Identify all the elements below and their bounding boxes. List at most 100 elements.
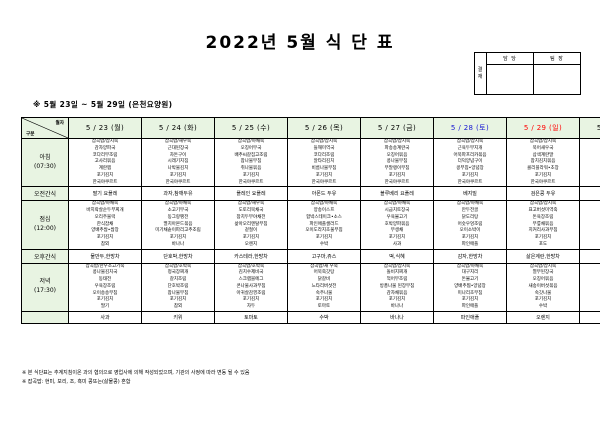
dinner-item: 참외: [173, 304, 183, 309]
footnotes: ※ 본 식단표는 추계지침이온 과의 협의으로 영업사에 의해 작성되었으며, …: [22, 369, 249, 387]
breakfast-cell: 잡곡밥/잡지죽 근육두부지개 어묵파프리카볶음 더덕양념구이 콩부침•양념장 포기김치 한국…: [433, 137, 507, 188]
lunch-item: 잡곡밥/야채죽: [91, 201, 119, 207]
lunch-cell: 잡곡밥/야채죽 시금치토장국 우육불고기 호박양파볶음 무생채 포기김치 사과: [360, 200, 434, 250]
dinner-label-time: (17:30): [34, 287, 56, 295]
dinner-item: 포기김치: [169, 297, 187, 303]
approval-signature-manager[interactable]: [486, 64, 534, 95]
lunch-item: 양배추쌈•쌈장: [91, 228, 119, 234]
diagonal-divider-icon: [22, 118, 68, 138]
lunch-item: 양송이스프: [313, 208, 335, 213]
dinner-label: 저녁 (17:30): [21, 262, 69, 312]
lunch-item: 잡곡밥/야채죽: [383, 201, 411, 207]
lunch-item: 포기김치: [315, 235, 333, 240]
breakfast-item: 포기김치: [388, 172, 406, 178]
lunch-item: 잡곡밥/새우죽: [237, 201, 265, 207]
dinner-item: 닭갈비: [317, 277, 331, 282]
breakfast-item: 잡곡밥/새우죽: [164, 139, 192, 144]
afternoon-snack-cell: [579, 248, 600, 264]
dinner-item: 스크램블에그: [238, 277, 264, 282]
breakfast-item: 배추씨갈집고조림: [234, 152, 268, 158]
page-title: 2022년 5월 식 단 표: [205, 33, 395, 53]
dinner-item: 미나리초무침: [457, 290, 483, 296]
fruit-row: 사과 키위 토마토 수박 바나나 파인애플 오렌지: [21, 310, 600, 324]
dinner-item: 어묵죽갓탕: [313, 270, 335, 276]
breakfast-item: 한국야쿠르트: [384, 179, 410, 185]
lunch-item: 겉절이: [244, 228, 258, 234]
dinner-cell: 잡곡밥/야채죽 대구지리 돈불고기 양배추찜•양념장 미나리초무침 포기김치 파인애플: [433, 262, 507, 312]
breakfast-item: 계란찜: [98, 166, 112, 171]
lunch-item: 오이도라지초물무침: [305, 228, 343, 234]
lunch-item: 잡곡밥/야채죽: [310, 201, 338, 207]
breakfast-item: 어묵파프리카볶음: [453, 152, 487, 158]
breakfast-item: 참나물무침: [240, 159, 262, 165]
dinner-item: 감자채볶음: [386, 290, 408, 296]
breakfast-item: 감자양파국: [94, 145, 116, 151]
breakfast-cell: 잡곡밥/잡지죽누룽지매물돌그랑땡전햄감자볶음나박물김치포기김치한국야쿠르트: [579, 137, 600, 188]
breakfast-item: 잡곡밥/야채죽: [237, 139, 265, 144]
breakfast-item: 햄감자볶음: [580, 159, 600, 166]
lunch-item: 호박양파볶음: [384, 221, 410, 227]
breakfast-item: 포기김치: [580, 173, 600, 180]
breakfast-label-time: (07:30): [34, 162, 56, 170]
breakfast-item: 포기김치: [242, 172, 260, 178]
dinner-item: 새송이버섯볶음: [528, 283, 558, 289]
lunch-item: 포도: [538, 241, 548, 247]
breakfast-item: 알타리김치: [313, 159, 335, 165]
breakfast-label-main: 아침: [39, 153, 51, 161]
lunch-cell: 잡곡밥/야채죽 바지락살순두부찌개 오리주물럭 한식잡채 양배추쌈•쌈장 포기김치 참외: [68, 200, 142, 250]
breakfast-item: 근대된장국: [167, 145, 189, 151]
dinner-item: 단호박조림: [167, 283, 189, 289]
lunch-item: 잡곡밥/잡지죽: [529, 201, 557, 207]
lunch-item: 포기김치: [388, 235, 406, 240]
afternoon-snack-cell: 고구마,쥬스: [287, 248, 361, 264]
breakfast-item: 한국야쿠르트: [92, 179, 118, 185]
lunch-item: 포기김치: [169, 235, 187, 240]
lunch-item: 사과: [392, 241, 402, 247]
fruit-cell: 사과: [68, 310, 142, 324]
lunch-item: 시금치토장국: [384, 208, 410, 213]
afternoon-snack-cell: 떡,식혜: [360, 248, 434, 264]
morning-snack-cell: [579, 186, 600, 202]
footnote-2: ※ 잡곡밥: 현미, 보리, 조, 흑미 콩또는(삶물콩) 혼합: [22, 378, 131, 385]
corner-row-label: 구분: [26, 131, 35, 137]
lunch-cell: [579, 200, 600, 250]
breakfast-item: 한국야쿠르트: [457, 179, 483, 185]
day-header-1: 5 / 23 (월): [68, 117, 142, 139]
dinner-cell: 잡곡밥/호박죽 김치수제비국 스크램블에그 콘나물사과무침 아귀살감껑조림 포기김치 자두: [214, 262, 288, 312]
day-header-5: 5 / 27 (금): [360, 117, 434, 139]
breakfast-cell: 잡곡밥/잡지죽 파송송계란국 오징어볶음 콩나물무침 무말랭이무침 포기김치 한국야쿠르트: [360, 137, 434, 188]
approval-signature-teamlead[interactable]: [533, 64, 581, 95]
breakfast-item: 참치김치볶음: [530, 159, 556, 165]
breakfast-item: 파송송계란국: [384, 145, 410, 151]
dinner-cell: 잡곡밥/한우소고기죽 콩나물김치국 동태전 우육장조림 오이송송무침 포기김치 딸기: [68, 262, 142, 312]
dinner-item: 토마토: [317, 304, 331, 309]
breakfast-row: 아침 (07:30) 잡곡밥/잡지죽 감자양파국 코다리무조림 고사리볶음 계란찜 포기김치 한…: [21, 137, 600, 188]
fruit-cell: 오렌지: [506, 310, 580, 324]
breakfast-item: 포기김치: [534, 172, 552, 178]
lunch-item: 한식잡채: [96, 221, 114, 227]
menu-table: 월자 구분 5 / 23 (월) 5 / 24 (화) 5 / 25 (수) 5 / 26…: [21, 117, 600, 324]
dinner-item: 잡곡밥/호박죽: [164, 263, 192, 269]
breakfast-item: 시래기지짐: [167, 159, 189, 165]
dinner-item: 돌비지찌개: [386, 270, 408, 276]
lunch-item: 수박: [319, 241, 329, 247]
lunch-item: 포기김치: [534, 235, 552, 240]
lunch-item: 참치두부야채전: [236, 214, 266, 220]
lunch-item: 잡곡밥/야채죽: [456, 201, 484, 207]
breakfast-item: 한국야쿠르트: [530, 179, 556, 185]
lunch-item: 파인애플샐러드: [309, 221, 339, 227]
dinner-item: 돈불고기: [461, 277, 479, 282]
breakfast-item: 한국야쿠르트: [311, 179, 337, 185]
dinner-item: 잡곡밥/한우소고기죽: [85, 263, 125, 269]
lunch-item: 미기채솥이파리고추조림: [155, 228, 201, 234]
dinner-item: 오이송송무침: [92, 290, 118, 296]
footnote-1: ※ 본 식단표는 추계지침이온 과의 협의으로 영업사에 의해 작성되었으며, …: [22, 370, 250, 376]
dinner-item: 잡곡밥/새 우죽: [310, 263, 338, 269]
morning-snack-cell: 검은콩 두유: [506, 186, 580, 202]
lunch-item: 소고기무국: [167, 208, 189, 213]
lunch-item: 바지락살순두부찌개: [86, 208, 124, 213]
breakfast-item: 콩부침•양념장: [456, 166, 484, 171]
breakfast-item: 북어새우국: [532, 145, 554, 151]
breakfast-cell: 잡곡밥/잡지죽 들깨미역국 코다리조림 알타리김치 비름나물무침 포기김치 한국야쿠르트: [287, 137, 361, 188]
breakfast-item: 나박물김치: [580, 166, 600, 173]
